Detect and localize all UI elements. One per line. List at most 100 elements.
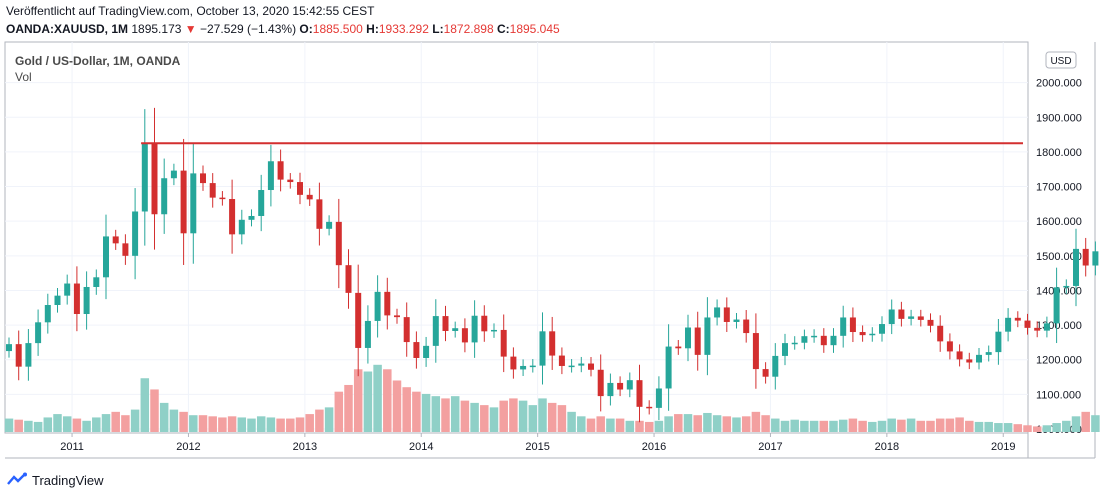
volume-bar (247, 418, 256, 432)
candle-body (277, 161, 284, 180)
candle-body (782, 343, 788, 356)
volume-bar (567, 411, 576, 432)
volume-bar (577, 416, 586, 432)
candle-body (830, 335, 837, 346)
candle-body (1024, 320, 1031, 328)
volume-bar (4, 418, 14, 432)
candle-body (520, 365, 527, 370)
candle-body (103, 236, 109, 278)
candle-body (267, 161, 274, 191)
volume-bar (674, 414, 683, 432)
volume-bar (945, 418, 955, 432)
volume-bar (305, 414, 314, 432)
candle-body (190, 173, 197, 234)
volume-bar (751, 411, 761, 432)
volume-bar (72, 418, 82, 432)
candle-body (675, 346, 682, 349)
volume-bar (596, 416, 605, 432)
volume-bar (868, 421, 877, 432)
candle-body (180, 170, 187, 234)
volume-bar (421, 393, 431, 432)
series-legend[interactable]: Gold / US-Dollar, 1M, OANDA (15, 54, 181, 68)
candle-body (752, 333, 759, 370)
plot-area[interactable] (4, 41, 1029, 434)
candle-body (956, 351, 963, 360)
volume-bar (838, 419, 848, 432)
currency-badge[interactable] (1045, 51, 1077, 69)
volume-bar (984, 421, 993, 432)
candle-body (840, 317, 847, 336)
volume-bar (1013, 424, 1023, 432)
volume-bar (809, 420, 819, 432)
volume-bar (1091, 415, 1100, 432)
volume-bar (897, 419, 906, 432)
volume-bar (169, 409, 179, 432)
symbol[interactable]: OANDA:XAUUSD, 1M (6, 22, 129, 36)
low-label: L: (432, 22, 444, 36)
volume-bar (712, 415, 722, 432)
candle-body (1082, 248, 1089, 266)
volume-bar (431, 396, 441, 432)
candle-body (636, 380, 643, 407)
volume-bar (538, 398, 547, 432)
time-tick-label: 2013 (293, 441, 317, 453)
volume-bar (906, 418, 916, 432)
volume-legend[interactable]: Vol (15, 70, 32, 84)
price-tick-label: 1100.000 (1036, 389, 1081, 401)
volume-bar (218, 417, 227, 432)
price-chart[interactable]: 1000.0001100.0001200.0001300.0001400.000… (0, 40, 1100, 464)
volume-bar (528, 405, 538, 432)
volume-bar (1071, 416, 1081, 432)
volume-bar (965, 420, 974, 432)
volume-bar (208, 416, 217, 432)
close-value: 1895.045 (509, 22, 560, 36)
candle-body (714, 307, 721, 318)
volume-bar (926, 420, 935, 432)
candle-body (229, 199, 236, 235)
volume-bar (441, 398, 450, 432)
candle-body (403, 317, 410, 343)
volume-bar (935, 418, 945, 432)
candle-body (694, 327, 701, 355)
price-tick-label: 1900.000 (1036, 112, 1082, 124)
volume-bar (771, 418, 780, 432)
candle-body (6, 344, 12, 352)
volume-bar (392, 380, 402, 432)
candle-body (617, 382, 624, 390)
volume-bar (703, 412, 712, 432)
volume-bar (1032, 426, 1042, 432)
price-tick-label: 1700.000 (1036, 182, 1082, 194)
last-price: 1895.173 (131, 22, 182, 36)
volume-bar (722, 416, 732, 432)
footer-branding[interactable]: TradingView (6, 472, 104, 488)
candle-body (588, 363, 594, 370)
candle-body (597, 369, 604, 397)
volume-bar (450, 396, 460, 432)
candle-body (432, 316, 439, 346)
candle-body (723, 307, 730, 322)
volume-bar (1052, 423, 1061, 432)
close-label: C: (496, 22, 510, 36)
candle-body (500, 329, 507, 357)
candle-body (394, 315, 400, 318)
volume-bar (1042, 425, 1052, 432)
candle-body (93, 277, 100, 287)
open-label: O: (299, 22, 313, 36)
candle-body (1034, 327, 1041, 331)
volume-bar (780, 420, 790, 432)
candle-body (345, 265, 352, 293)
volume-bar (848, 418, 858, 432)
candle-body (461, 328, 468, 343)
volume-bar (625, 420, 635, 432)
candle-body (326, 221, 333, 229)
candle-body (161, 178, 168, 215)
candle-body (25, 343, 32, 367)
volume-bar (198, 415, 208, 432)
candle-body (743, 319, 750, 334)
candle-body (132, 211, 139, 256)
volume-bar (256, 416, 266, 432)
candle-body (665, 346, 672, 389)
published-info: Veröffentlicht auf TradingView.com, Octo… (6, 4, 375, 18)
candle-body (219, 197, 226, 200)
candle-body (791, 342, 798, 345)
